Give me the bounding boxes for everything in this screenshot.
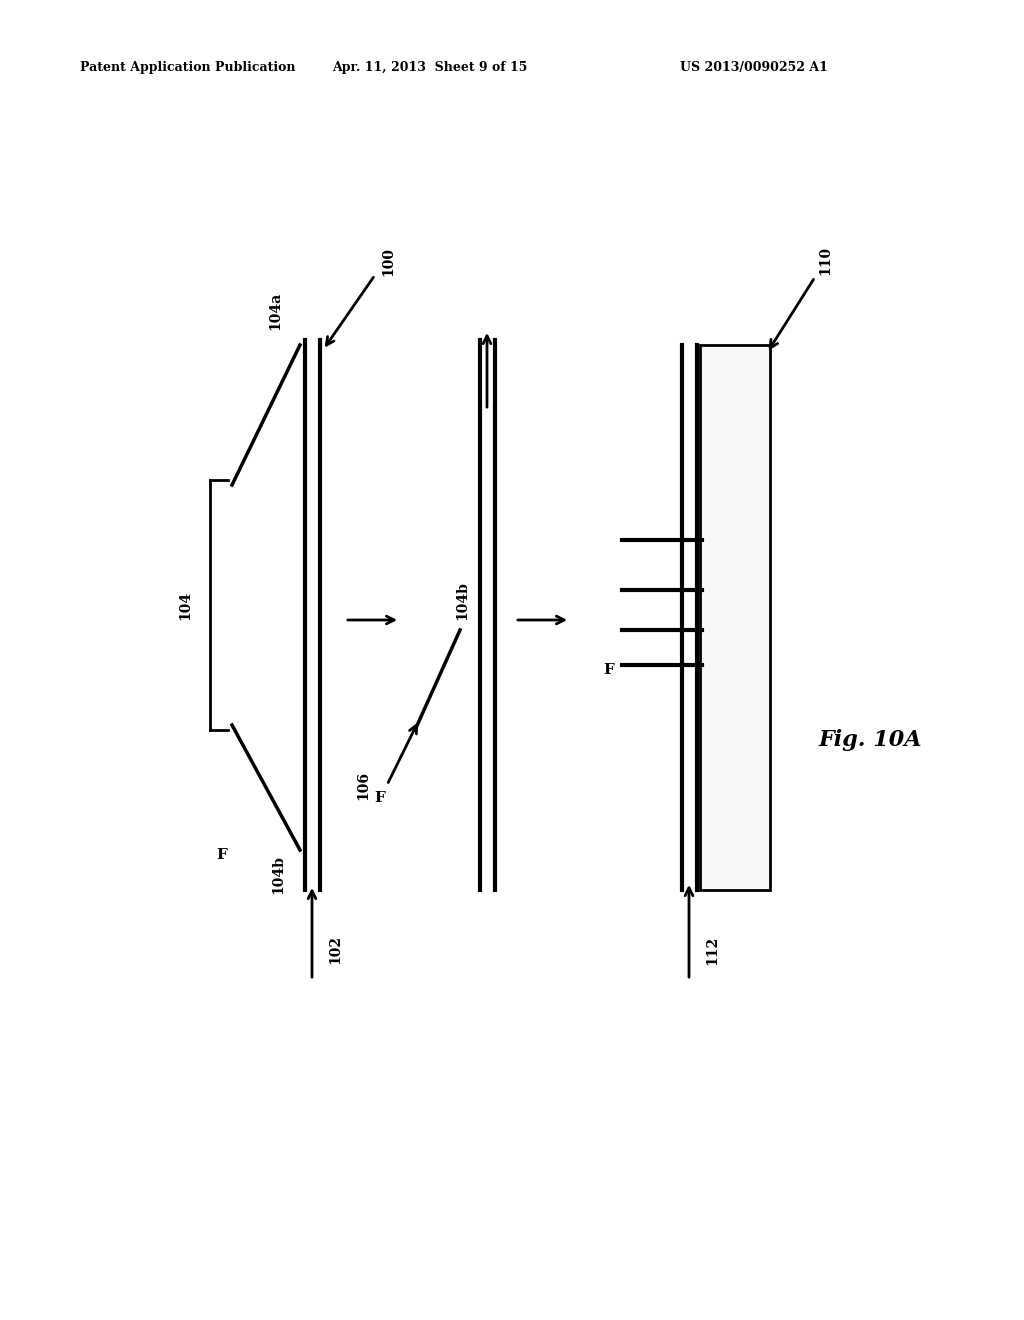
Text: 104a: 104a — [268, 292, 282, 330]
Bar — [700, 345, 770, 890]
Text: Fig. 10A: Fig. 10A — [818, 729, 922, 751]
Text: 100: 100 — [381, 248, 395, 276]
Text: Apr. 11, 2013  Sheet 9 of 15: Apr. 11, 2013 Sheet 9 of 15 — [333, 61, 527, 74]
Text: 112: 112 — [705, 936, 719, 965]
Text: 102: 102 — [328, 936, 342, 965]
Text: F: F — [216, 847, 227, 862]
Text: 104b: 104b — [271, 855, 285, 894]
Text: US 2013/0090252 A1: US 2013/0090252 A1 — [680, 61, 827, 74]
Text: 106: 106 — [356, 771, 370, 800]
Text: F: F — [603, 663, 614, 677]
Text: 104: 104 — [178, 590, 193, 619]
Text: F: F — [375, 791, 385, 805]
Text: 110: 110 — [818, 246, 831, 275]
Text: 104b: 104b — [455, 581, 469, 620]
Text: Patent Application Publication: Patent Application Publication — [80, 61, 296, 74]
